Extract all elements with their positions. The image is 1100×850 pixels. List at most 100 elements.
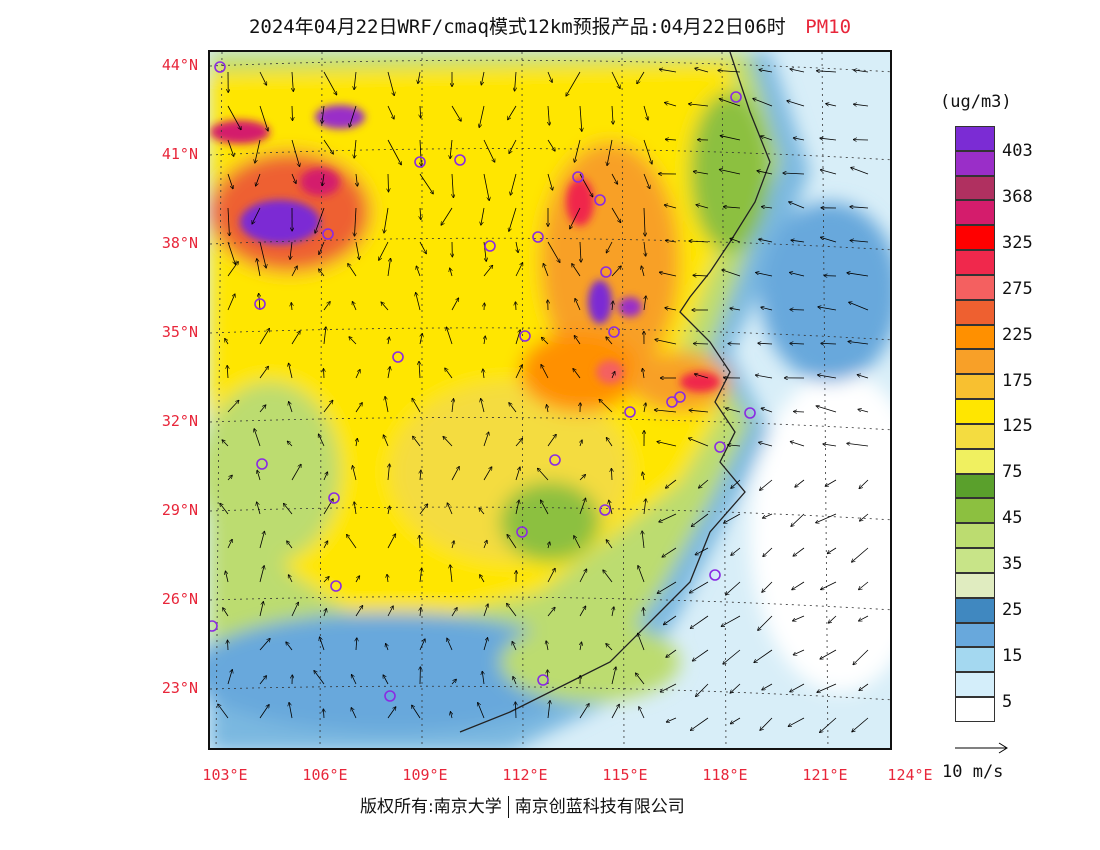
city-marker <box>256 458 268 470</box>
wind-arrow <box>611 705 619 719</box>
wind-arrow <box>817 71 837 72</box>
wind-arrow <box>794 412 805 413</box>
wind-arrow <box>849 302 869 311</box>
wind-arrow <box>543 264 549 277</box>
wind-arrow <box>541 365 549 379</box>
wind-arrow <box>574 536 581 549</box>
wind-arrow <box>515 365 522 379</box>
wind-arrow <box>538 469 549 481</box>
wind-arrow <box>355 606 363 617</box>
wind-arrow <box>859 581 869 590</box>
wind-arrow <box>579 173 593 197</box>
colorbar-label: 35 <box>1002 554 1023 574</box>
wind-arrow <box>756 273 773 277</box>
wind-arrow <box>607 139 613 165</box>
wind-arrow <box>227 540 232 549</box>
wind-arrow <box>515 702 516 719</box>
wind-arrow <box>852 547 869 562</box>
wind-arrow <box>259 639 270 651</box>
colorbar-swatch <box>955 622 995 648</box>
wind-arrow <box>452 541 454 549</box>
wind-arrow <box>611 71 620 88</box>
wind-arrow <box>259 566 264 583</box>
wind-arrow <box>783 173 805 174</box>
wind-arrow <box>760 479 773 490</box>
wind-arrow <box>322 173 324 185</box>
wind-arrow <box>859 615 869 621</box>
colorbar-swatch <box>955 225 995 251</box>
wind-arrow <box>388 464 390 481</box>
wind-arrow <box>419 536 420 549</box>
colorbar-label: 368 <box>1002 187 1033 207</box>
wind-arrow <box>509 403 517 413</box>
wind-arrow <box>259 602 263 617</box>
wind-arrow <box>718 71 741 73</box>
wind-arrow <box>821 237 837 243</box>
wind-arrow <box>790 343 805 344</box>
wind-arrow <box>821 170 837 175</box>
wind-arrow <box>320 637 325 651</box>
wind-arrow <box>419 173 433 194</box>
wind-arrow <box>611 207 621 222</box>
wind-arrow <box>451 298 458 311</box>
wind-arrow <box>579 569 587 583</box>
wind-arrow <box>762 683 773 690</box>
copyright-owner: 版权所有:南京大学 <box>360 797 502 817</box>
wind-arrow <box>388 337 389 345</box>
wind-arrow <box>387 71 394 95</box>
wind-arrow <box>547 139 555 151</box>
wind-arrow <box>793 615 805 621</box>
wind-arrow <box>354 502 356 515</box>
wind-arrow <box>657 442 677 447</box>
wind-arrow <box>566 71 581 96</box>
wind-arrow <box>387 707 396 719</box>
wind-arrow <box>351 708 357 719</box>
wind-arrow <box>515 501 519 515</box>
wind-arrow <box>664 615 677 625</box>
wind-arrow <box>655 340 677 345</box>
wind-arrow <box>227 173 233 189</box>
wind-arrow <box>820 138 837 140</box>
city-marker <box>666 396 678 408</box>
wind-arrow <box>387 606 393 617</box>
wind-arrow <box>227 476 232 481</box>
wind-arrow <box>323 709 324 719</box>
wind-arrow <box>482 672 484 685</box>
coastline <box>459 52 771 733</box>
wind-arrow <box>763 513 773 518</box>
wind-arrow <box>259 329 269 345</box>
wind-arrow <box>322 105 325 123</box>
colorbar-swatch <box>955 274 995 300</box>
colorbar-swatch <box>955 399 995 424</box>
wind-arrow <box>481 207 485 225</box>
wind-arrow <box>761 307 773 311</box>
wind-arrow <box>721 136 741 141</box>
wind-arrow <box>354 71 356 89</box>
wind-arrow <box>286 642 293 651</box>
wind-arrow <box>225 339 229 345</box>
wind-arrow <box>507 604 517 617</box>
footer-separator <box>507 796 509 818</box>
wind-arrow <box>483 369 484 379</box>
city-marker <box>392 351 404 363</box>
wind-arrow <box>854 104 869 106</box>
wind-arrow <box>356 638 357 651</box>
wind-arrow <box>484 336 485 345</box>
wind-arrow <box>852 717 869 732</box>
colorbar-unit: (ug/m3) <box>940 92 1012 112</box>
wind-arrow <box>354 139 356 158</box>
wind-arrow <box>828 547 837 553</box>
wind-arrow <box>355 241 359 259</box>
wind-arrow <box>324 369 325 379</box>
wind-arrow <box>227 241 235 264</box>
city-marker <box>714 441 726 453</box>
wind-arrow <box>445 368 453 379</box>
wind-arrow <box>483 638 488 651</box>
wind-arrow <box>418 71 420 83</box>
wind-arrow <box>419 504 428 515</box>
wind-arrow <box>388 173 389 192</box>
wind-arrow <box>541 500 549 515</box>
wind-arrow <box>515 439 522 447</box>
wind-arrow <box>759 239 773 243</box>
title-text: 2024年04月22日WRF/cmaq模式12km预报产品:04月22日06时 <box>248 16 786 38</box>
